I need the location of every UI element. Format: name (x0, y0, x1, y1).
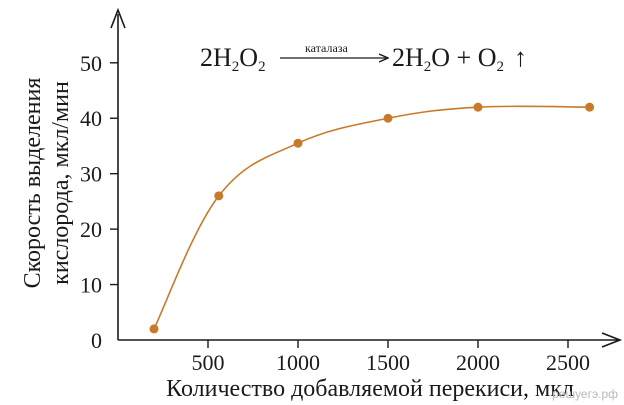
x-tick-label: 1000 (276, 350, 320, 375)
y-tick-label: 40 (80, 106, 102, 131)
y-tick-label: 30 (80, 162, 102, 187)
data-point (383, 113, 393, 123)
data-point (473, 102, 483, 112)
watermark: решуегэ.рф (552, 387, 618, 401)
x-tick-label: 2500 (546, 350, 590, 375)
x-tick-label: 1500 (366, 350, 410, 375)
data-points (149, 102, 595, 334)
tick-group (110, 62, 569, 348)
y-tick-label: 10 (80, 273, 102, 298)
y-axis-label-line1: Скорость выделения (20, 78, 46, 289)
equation-rhs: 2H2O + O2 ↑ (392, 43, 527, 75)
equation-lhs: 2H2O2 (200, 43, 266, 75)
x-axis-label: Количество добавляемой перекиси, мкл (166, 376, 574, 402)
x-axis-arrow (601, 332, 623, 348)
y-tick-label: 50 (80, 51, 102, 76)
series-line (153, 105, 590, 330)
y-axis-label-line2: кислорода, мкл/мин (48, 81, 74, 285)
data-point (293, 138, 303, 148)
data-point (149, 324, 159, 334)
data-point (585, 102, 595, 112)
x-tick-label: 500 (192, 350, 225, 375)
data-point (214, 191, 224, 201)
y-tick-label: 20 (80, 217, 102, 242)
y-axis-label: Скорость выделения кислорода, мкл/мин (20, 78, 74, 289)
catalyst-label: каталаза (305, 41, 349, 55)
y-tick-label: 0 (91, 328, 102, 353)
tick-label-group: 0 10 20 30 40 50 500 1000 1500 2000 2500 (80, 51, 590, 375)
y-axis-arrow (110, 7, 126, 29)
x-tick-label: 2000 (456, 350, 500, 375)
